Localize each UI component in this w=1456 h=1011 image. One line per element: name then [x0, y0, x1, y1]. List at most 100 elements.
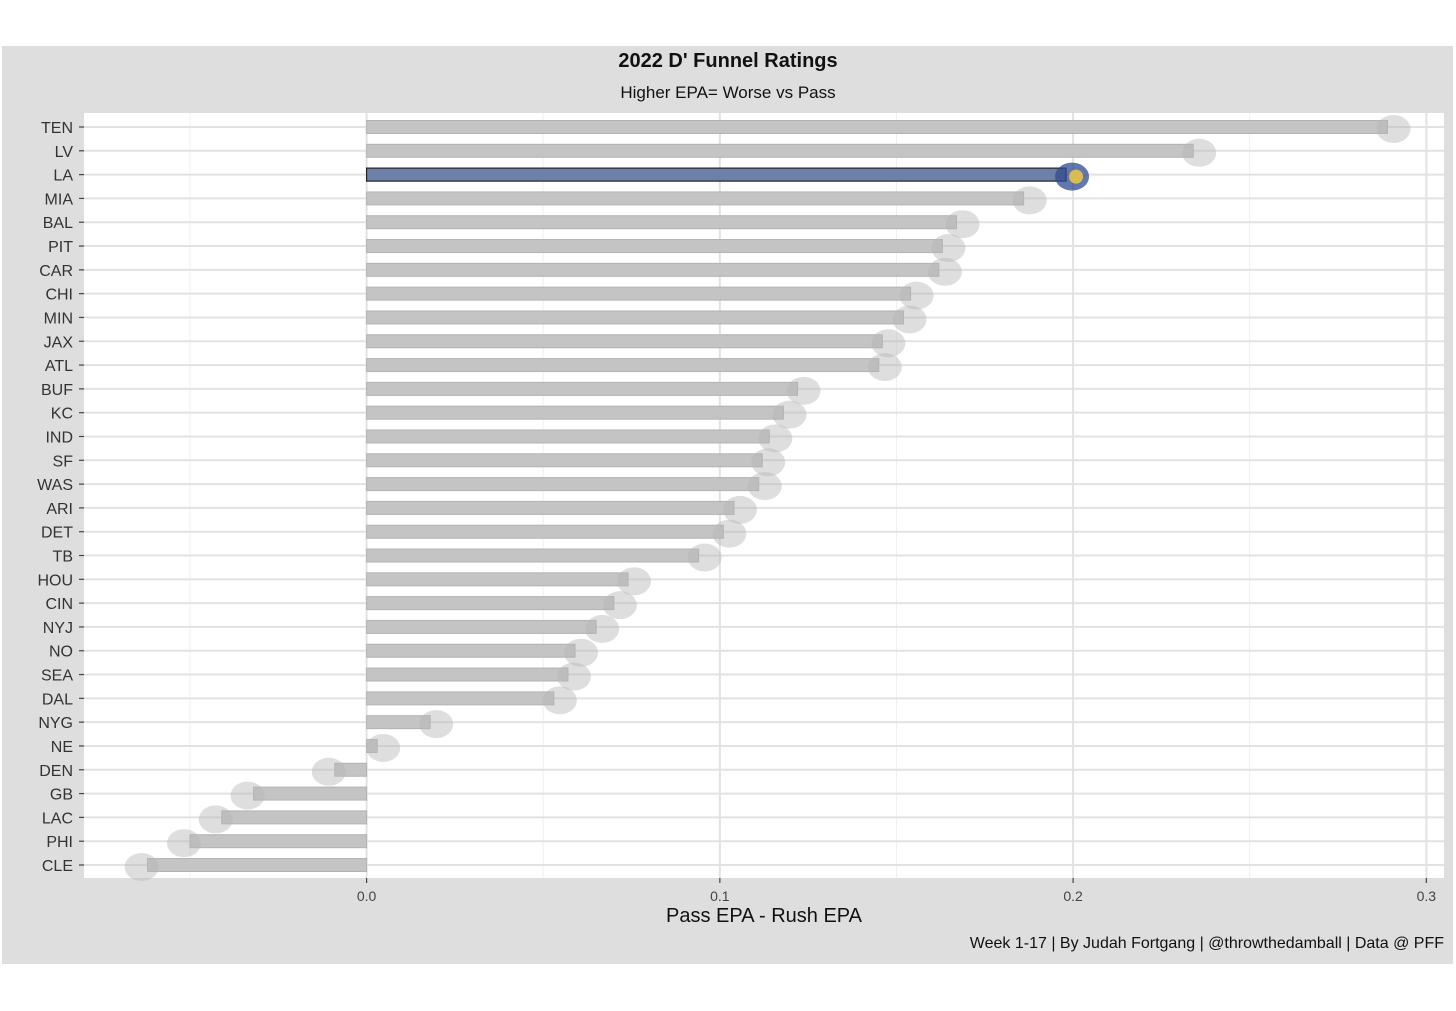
chart-subtitle: Higher EPA= Worse vs Pass — [620, 83, 836, 102]
x-axis-title: Pass EPA - Rush EPA — [665, 905, 862, 927]
team-logo-min — [892, 305, 927, 334]
y-tick-label-nyj: NYJ — [43, 620, 73, 637]
team-logo-sf — [751, 448, 786, 477]
bar-min — [366, 310, 905, 325]
y-tick-label-ten: TEN — [41, 120, 73, 137]
bar-jax — [366, 334, 883, 349]
team-logo-kc — [772, 400, 807, 429]
team-logo-lv — [1182, 138, 1217, 167]
y-tick-label-cle: CLE — [42, 858, 73, 875]
y-tick-label-pit: PIT — [48, 239, 73, 256]
team-logos — [124, 115, 1411, 881]
team-logo-ten — [1376, 115, 1411, 143]
bar-buf — [366, 381, 799, 396]
team-logo-phi — [166, 829, 201, 858]
bars — [147, 120, 1388, 872]
team-logo-gb — [230, 781, 265, 810]
bar-car — [366, 262, 940, 277]
bar-ten — [366, 120, 1388, 134]
y-tick-label-kc: KC — [51, 406, 73, 423]
bar-chi — [366, 286, 912, 301]
team-logo-cle — [124, 853, 159, 881]
bar-dal — [366, 691, 555, 706]
team-logo-det — [712, 519, 747, 548]
team-logo-chi — [899, 281, 934, 310]
y-axis: TEN LV LA MIA BAL PIT CAR CHI MIN JAX ATL BUF KC IND S… — [37, 120, 84, 875]
y-tick-label-gb: GB — [50, 787, 73, 804]
bar-ind — [366, 429, 770, 444]
y-tick-label-lv: LV — [55, 144, 74, 161]
team-logo-mia — [1012, 186, 1047, 215]
team-logo-cin — [602, 591, 637, 620]
y-tick-label-buf: BUF — [41, 382, 73, 399]
team-logo-sea — [556, 662, 591, 691]
team-logo-buf — [786, 376, 821, 405]
bar-la — [365, 167, 1067, 182]
team-logo-nyg — [419, 710, 454, 739]
chart-title: 2022 D' Funnel Ratings — [618, 50, 838, 72]
bar-nyj — [366, 619, 597, 634]
x-tick-label: 0.3 — [1417, 888, 1437, 904]
bar-nyg — [366, 715, 431, 730]
y-tick-label-jax: JAX — [44, 334, 74, 351]
bar-tb — [366, 548, 700, 563]
team-logo-ari — [722, 495, 757, 524]
y-tick-label-min: MIN — [44, 310, 73, 327]
bar-sea — [366, 667, 569, 682]
y-tick-label-sea: SEA — [41, 668, 73, 685]
team-logo-hou — [617, 567, 651, 596]
bar-gb — [253, 786, 368, 801]
bar-lv — [366, 143, 1194, 158]
bar-phi — [189, 834, 368, 849]
bar-ari — [366, 500, 735, 515]
team-logo-tb — [687, 543, 722, 572]
bar-cle — [147, 858, 368, 872]
x-axis: 0.0 0.1 0.2 0.3 — [357, 878, 1436, 904]
team-logo-den — [311, 757, 346, 786]
bar-den — [334, 762, 368, 777]
y-tick-label-was: WAS — [37, 477, 73, 494]
bar-sf — [366, 453, 763, 468]
y-tick-label-phi: PHI — [46, 834, 73, 851]
x-tick-label: 0.2 — [1063, 888, 1083, 904]
bar-ne — [366, 738, 378, 753]
y-tick-label-ne: NE — [51, 739, 73, 756]
team-logo-bal — [945, 210, 980, 239]
team-logo-was — [747, 472, 782, 501]
bar-cin — [366, 596, 615, 611]
y-tick-label-lac: LAC — [42, 810, 73, 827]
team-logo-car — [927, 257, 962, 286]
y-tick-label-den: DEN — [39, 763, 73, 780]
bar-bal — [366, 215, 958, 230]
y-tick-label-cin: CIN — [45, 596, 73, 613]
team-logo-dal — [542, 686, 577, 715]
y-tick-label-sf: SF — [53, 453, 74, 470]
y-tick-label-mia: MIA — [45, 191, 74, 208]
bar-mia — [366, 191, 1025, 206]
team-logo-pit — [931, 234, 966, 263]
y-tick-label-tb: TB — [53, 549, 73, 566]
y-tick-label-nyg: NYG — [38, 715, 73, 732]
chart-caption: Week 1-17 | By Judah Fortgang | @throwth… — [969, 935, 1444, 952]
y-tick-label-dal: DAL — [42, 691, 73, 708]
bar-lac — [221, 810, 368, 825]
x-tick-label: 0.0 — [357, 888, 377, 904]
y-tick-label-atl: ATL — [45, 358, 73, 375]
bar-was — [366, 477, 760, 492]
team-logo-lac — [198, 805, 233, 834]
y-tick-label-no: NO — [49, 644, 73, 661]
y-tick-label-car: CAR — [39, 263, 73, 280]
y-tick-label-ind: IND — [45, 429, 73, 446]
bar-hou — [366, 572, 629, 587]
y-tick-label-la: LA — [53, 168, 73, 185]
bar-atl — [366, 358, 880, 373]
team-logo-atl — [867, 353, 902, 382]
x-tick-label: 0.1 — [710, 888, 730, 904]
y-tick-label-bal: BAL — [43, 215, 73, 232]
y-tick-label-det: DET — [41, 525, 73, 542]
team-logo-nyj — [585, 614, 620, 643]
team-logo-ne — [366, 733, 401, 762]
bar-kc — [366, 405, 784, 420]
bar-no — [366, 643, 576, 658]
